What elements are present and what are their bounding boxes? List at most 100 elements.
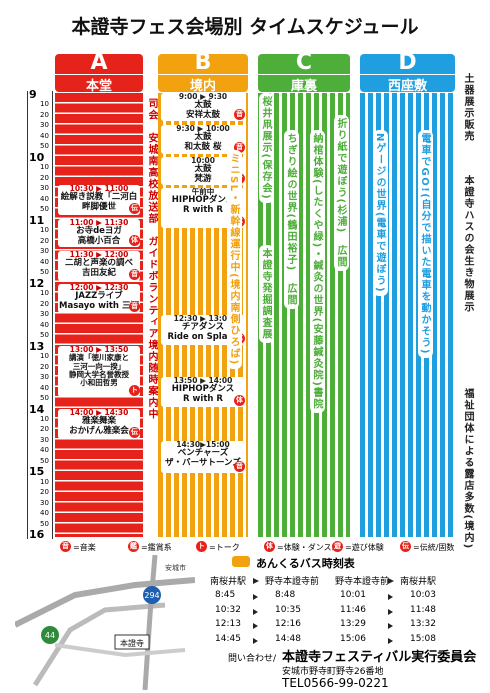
event-line: ベンチャーズ — [177, 448, 229, 459]
minute-label: 20 — [40, 425, 49, 434]
minute-label: 40 — [40, 320, 49, 329]
event: 9:30 ▶ 10:00 太鼓 和太鼓 桜 — [161, 125, 245, 154]
venue-note: 司会 安城南高校放送部 ガイドボランティア境内随時案内中 — [145, 95, 160, 423]
minute-label: 10 — [40, 414, 49, 423]
venue-name: 庫裏 — [258, 74, 350, 94]
hour-label: 9 — [29, 88, 37, 101]
event-icon: 音 — [234, 461, 245, 472]
hour-label: 15 — [29, 465, 45, 479]
event-line: 小和田哲男 — [80, 378, 118, 387]
venue-note: 折り紙で遊ぼう(杉浦) 広間 — [334, 115, 349, 272]
minute-label: 40 — [40, 383, 49, 392]
event-line: 太鼓 — [194, 132, 212, 143]
event-icon: 音 — [234, 109, 245, 120]
event-line: 安祥太鼓 — [185, 109, 220, 120]
bus-icon — [232, 556, 250, 567]
bus-arrow — [253, 594, 258, 600]
event-time: 10:00 — [191, 157, 215, 165]
contact-address: 安城市野寺町野寺26番地 — [282, 667, 384, 677]
venue-letter: A — [90, 50, 108, 75]
event-time: 13:50 ▶ 14:00 — [173, 377, 233, 385]
event-line: 和太鼓 桜 — [184, 141, 222, 152]
bus-arrow — [388, 623, 393, 629]
bus-time: 10:03 — [410, 590, 436, 600]
event-time: 12:00 ▶ 12:30 — [69, 284, 129, 292]
event-line: 二胡と声楽の調べ — [64, 258, 133, 269]
bus-arrow — [388, 637, 393, 644]
event-time: 14:00 ▶ 14:30 — [69, 409, 129, 417]
event-icon: ト — [129, 385, 140, 396]
minute-label: 40 — [40, 131, 49, 140]
venue-note: 電車でGO!(自分で描いた電車を動かそう) — [418, 130, 433, 358]
event: 13:50 ▶ 14:00 HIPHOPダンス R with R — [161, 377, 245, 407]
legend-icon: 鑑 — [128, 541, 139, 552]
venue-note: 本證寺発掘調査展 — [259, 245, 274, 343]
minute-label: 20 — [40, 236, 49, 245]
temple-marker — [114, 634, 150, 650]
event-line: HIPHOPダンス — [171, 384, 235, 395]
minute-label: 20 — [40, 110, 49, 119]
event-time: 9:30 ▶ 10:00 — [176, 125, 230, 133]
bus-time: 8:45 — [215, 590, 236, 600]
bus-time: 14:45 — [215, 633, 241, 644]
hour-label: 14 — [29, 402, 45, 416]
bus-title: あんくるバス時刻表 — [256, 557, 355, 570]
venue-note: ミニSL・新幹線運行中(境内南側ひろば) — [227, 150, 242, 369]
venue-letter: D — [398, 50, 417, 75]
event-icon: 伝 — [129, 427, 140, 438]
event-icon: 音 — [129, 269, 140, 280]
event: 14:00 ▶ 14:30 雅楽舞楽 おかげん雅楽会 — [58, 409, 140, 439]
minute-label: 50 — [40, 519, 49, 528]
event-line: 太鼓 — [194, 100, 212, 111]
event-time: 9:00 ▶ 9:30 — [178, 93, 228, 101]
minute-label: 40 — [40, 194, 49, 203]
venue-letter: B — [194, 50, 212, 75]
minute-label: 10 — [40, 100, 49, 109]
minute-label: 10 — [40, 226, 49, 235]
event-line: 畔脚優世 — [81, 201, 116, 212]
minute-label: 30 — [40, 247, 49, 256]
bus-time: 13:32 — [410, 619, 436, 629]
venue-column — [55, 93, 143, 537]
legend-label: =遊び体験 — [345, 543, 384, 552]
bus-time: 10:35 — [275, 604, 301, 615]
contact-org: 本證寺フェスティバル実行委員会 — [282, 650, 477, 665]
bus-arrow — [253, 637, 258, 644]
venue-note: Nゲージの世界(電車で遊ぼう) — [373, 130, 388, 297]
minute-label: 10 — [40, 289, 49, 298]
bus-from: 南桜井駅 — [210, 577, 247, 587]
event-line: Masayo with 三河 — [59, 300, 139, 311]
bus-time: 15:08 — [410, 633, 436, 644]
minute-label: 10 — [40, 163, 49, 172]
event-line: 太鼓 — [194, 164, 212, 175]
minute-label: 40 — [40, 509, 49, 518]
contact-prefix: 問い合わせ/ — [228, 654, 277, 664]
bus-arrow — [388, 594, 393, 600]
side-note: 本證寺ハスの会生き物展示 — [461, 172, 476, 316]
minute-label: 20 — [40, 173, 49, 182]
event-line: お寺deヨガ — [76, 226, 122, 237]
legend-label: =トーク — [209, 543, 240, 552]
minute-label: 10 — [40, 477, 49, 486]
map-label: 44 — [45, 631, 55, 640]
event-line: 静岡大学名誉教授 — [69, 369, 129, 379]
minute-label: 40 — [40, 446, 49, 455]
hour-label: 13 — [29, 339, 45, 353]
bus-arrow — [253, 608, 258, 615]
legend-label: =体験・ダンス系 — [277, 543, 340, 552]
bus-arrow — [253, 578, 259, 584]
venue-name: 本堂 — [55, 74, 143, 94]
bus-time: 11:46 — [340, 604, 366, 615]
title: 本證寺フェス会場別 タイムスケジュール — [71, 16, 419, 38]
map: 294 44 本證寺 安城市 — [15, 555, 195, 690]
route-marker — [41, 626, 59, 644]
road — [54, 643, 186, 658]
event: 10:30 ▶ 11:00 絵解き説教「二河白 畔脚優世 — [58, 185, 140, 215]
minute-label: 10 — [40, 352, 49, 361]
event-line: 三河一向一揆」 — [72, 361, 126, 371]
venue-note: ちぎり絵の世界(鶴田裕子) 広間 — [284, 130, 299, 310]
minute-label: 40 — [40, 257, 49, 266]
bus-arrow — [388, 578, 394, 584]
event-line: R with R — [183, 204, 223, 215]
